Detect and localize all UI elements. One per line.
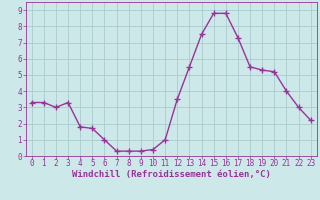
X-axis label: Windchill (Refroidissement éolien,°C): Windchill (Refroidissement éolien,°C) — [72, 170, 271, 179]
